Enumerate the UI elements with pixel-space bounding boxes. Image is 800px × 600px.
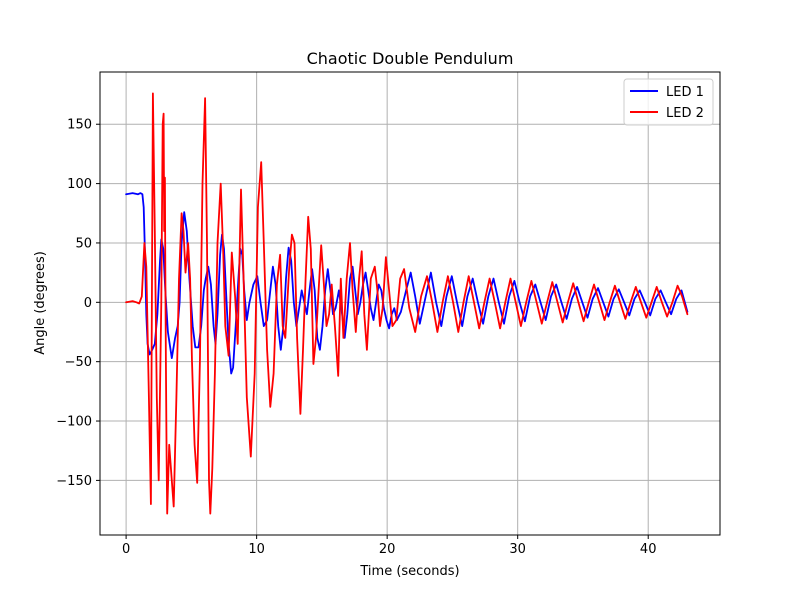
- series-line-led-1: [125, 192, 689, 375]
- x-tick-label: 10: [248, 542, 265, 557]
- y-tick-label: 100: [67, 177, 92, 192]
- y-tick-label: 50: [75, 236, 92, 251]
- x-tick-label: 40: [640, 542, 657, 557]
- x-tick-label: 20: [379, 542, 396, 557]
- y-tick-label: −50: [65, 355, 92, 370]
- y-tick-label: −100: [56, 415, 92, 430]
- y-tick-label: −150: [56, 474, 92, 489]
- y-axis-label: Angle (degrees): [33, 251, 48, 355]
- ticks: 0 10 20 30 40 −150 −100 −50 0 50 100 150: [56, 118, 656, 557]
- x-axis-label: Time (seconds): [359, 564, 459, 579]
- series-layer: [125, 92, 689, 515]
- legend: LED 1 LED 2: [623, 78, 714, 126]
- x-tick-label: 30: [509, 542, 526, 557]
- legend-label-led-1: LED 1: [666, 85, 704, 100]
- legend-label-led-2: LED 2: [666, 106, 704, 121]
- y-tick-label: 0: [84, 296, 92, 311]
- series-line-led-2: [125, 92, 689, 515]
- y-tick-label: 150: [67, 118, 92, 133]
- x-tick-label: 0: [122, 542, 130, 557]
- plot-frame: [99, 71, 721, 536]
- chart-title: Chaotic Double Pendulum: [307, 49, 514, 68]
